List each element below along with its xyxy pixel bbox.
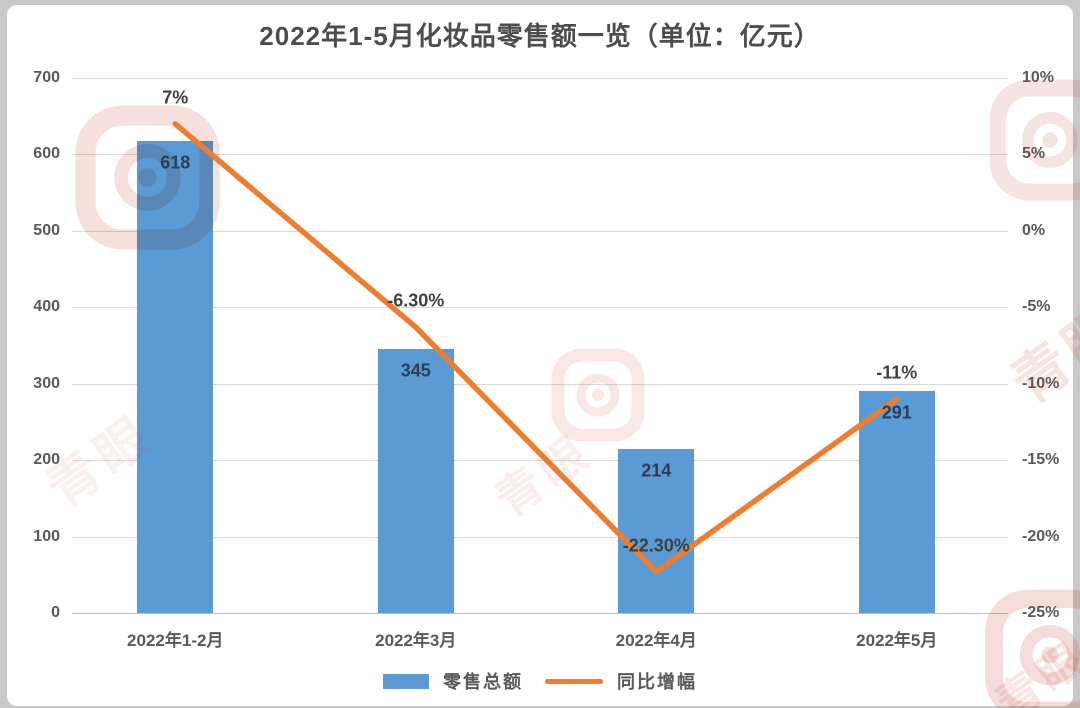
right-axis-tick: -20% [1022,527,1060,545]
left-axis-tick: 600 [33,145,60,163]
left-axis-tick: 300 [33,374,60,392]
right-axis-tick: -25% [1022,604,1060,621]
legend-line-swatch [545,678,603,684]
gridline [72,78,1008,79]
bar-value-label: 291 [881,402,912,423]
right-axis-tick: -10% [1022,374,1060,392]
chart-legend: 零售总额 同比增幅 [0,668,1080,694]
right-axis-tick: 5% [1022,145,1046,163]
bar-value-label: 345 [400,360,431,381]
legend-line-label: 同比增幅 [617,672,697,692]
right-axis-tick: -15% [1022,451,1060,469]
left-axis-tick: 200 [33,451,60,469]
growth-value-label: -6.30% [387,290,445,311]
right-axis-tick: -5% [1022,298,1051,316]
bar-value-label: 214 [641,460,672,481]
chart-title: 2022年1-5月化妆品零售额一览（单位：亿元） [259,21,821,51]
x-axis-label: 2022年3月 [375,631,457,650]
growth-value-label: 7% [162,87,189,108]
retail-bar [137,140,214,613]
right-axis-tick: 10% [1022,69,1055,86]
x-axis-label: 2022年1-2月 [127,631,224,650]
left-axis-tick: 700 [33,69,60,86]
left-axis-tick: 500 [33,221,60,239]
x-axis-label: 2022年4月 [615,631,697,650]
bar-value-label: 618 [160,152,191,173]
x-axis-label: 2022年5月 [856,631,938,650]
growth-value-label: -11% [876,362,918,383]
legend-bar-label: 零售总额 [443,672,523,692]
growth-value-label: -22.30% [622,535,690,556]
left-axis-tick: 100 [33,527,60,545]
left-axis-tick: 400 [33,298,60,316]
retail-bar [377,349,454,613]
right-axis-tick: 0% [1022,221,1046,239]
legend-bar-swatch [383,673,429,689]
left-axis-tick: 0 [51,604,60,621]
retail-bar [858,390,935,613]
gridline [72,613,1008,614]
